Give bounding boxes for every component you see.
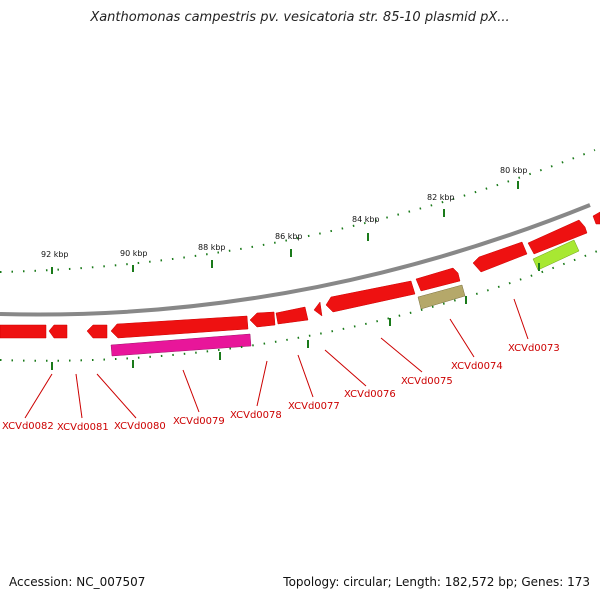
gene-arrow-xcvd0081[interactable] [48,324,68,339]
kbp-label-92: 92 kbp [41,250,69,259]
kbp-label-80: 80 kbp [500,166,528,175]
gene-label-xcvd0080: XCVd0080 [114,421,166,432]
kbp-label-82: 82 kbp [427,193,455,202]
gene-label-xcvd0079: XCVd0079 [173,416,225,427]
gene-label-xcvd0073: XCVd0073 [508,343,560,354]
feature-lime[interactable] [532,239,580,271]
gene-arrow-xcvd0082[interactable] [0,324,47,339]
plasmid-backbone [0,203,591,317]
gene-label-xcvd0074: XCVd0074 [451,361,503,372]
major-ticks [51,181,519,274]
gene-arrow-xcvd0078a[interactable] [249,311,276,328]
gene-label-xcvd0078: XCVd0078 [230,410,282,421]
kbp-label-84: 84 kbp [352,215,380,224]
feature-magenta[interactable] [110,333,252,357]
gene-arrow-xcvd0073[interactable] [527,219,588,255]
gene-arrow-xcvd0076[interactable] [325,280,416,313]
gene-arrow-partial[interactable] [592,211,600,225]
gene-arrow-xcvd0078b[interactable] [275,306,309,325]
gene-arrow-xcvd0077[interactable] [313,301,323,317]
inner-major-ticks [51,263,540,370]
label-leaders [24,298,529,419]
gene-arrows [0,211,600,339]
gene-arrow-xcvd0080[interactable] [86,324,108,339]
gene-label-xcvd0081: XCVd0081 [57,422,109,433]
gene-arrow-xcvd0074[interactable] [472,241,528,273]
gene-label-xcvd0076: XCVd0076 [344,389,396,400]
gene-label-xcvd0075: XCVd0075 [401,376,453,387]
map-title: Xanthomonas campestris pv. vesicatoria s… [90,10,510,25]
gene-label-xcvd0082: XCVd0082 [2,421,54,432]
gene-arrow-xcvd0075[interactable] [415,267,461,292]
kbp-label-88: 88 kbp [198,243,226,252]
kbp-label-86: 86 kbp [275,232,303,241]
accession-text: Accession: NC_007507 [9,575,146,589]
gene-arrow-xcvd0079[interactable] [110,315,249,339]
kbp-label-90: 90 kbp [120,249,148,258]
gene-label-xcvd0077: XCVd0077 [288,401,340,412]
topology-summary-text: Topology: circular; Length: 182,572 bp; … [283,575,590,589]
